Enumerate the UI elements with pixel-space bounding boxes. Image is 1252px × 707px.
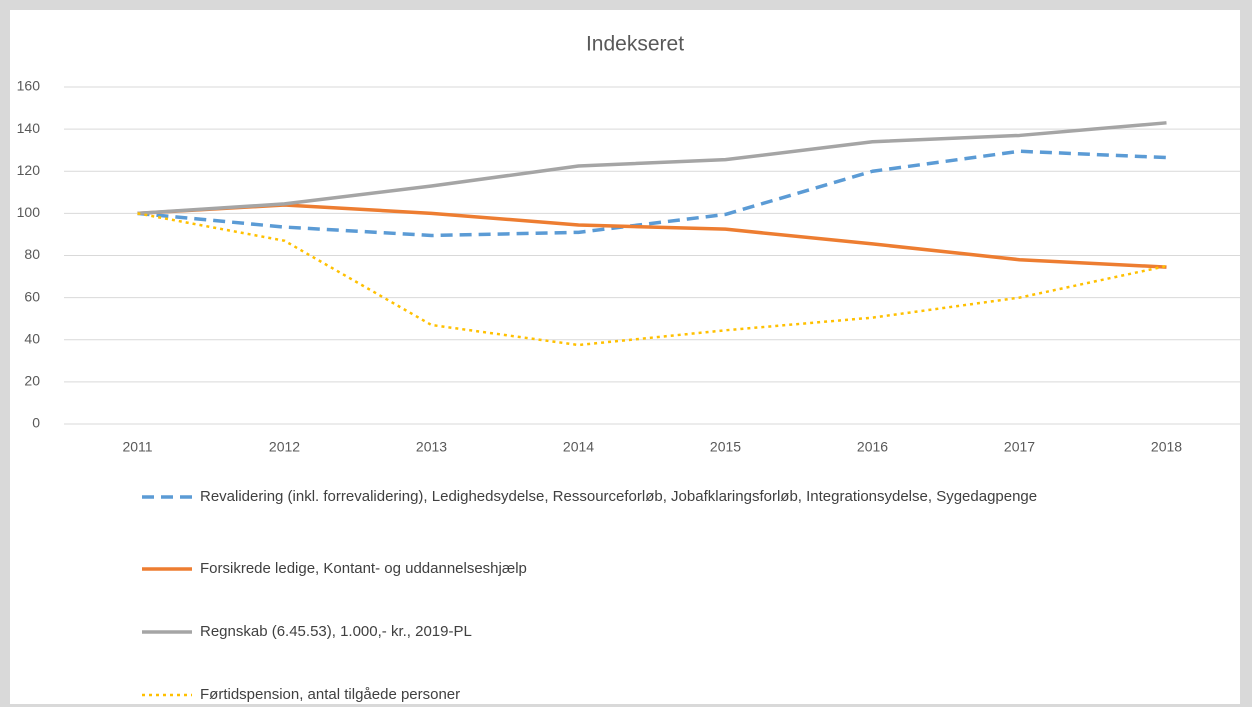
legend-label: Førtidspension, antal tilgåede personer bbox=[200, 686, 461, 703]
y-tick-label: 80 bbox=[24, 246, 40, 262]
legend-label: Revalidering (inkl. forrevalidering), Le… bbox=[200, 488, 1038, 505]
chart-area: Indekseret 0 20 40 60 80 100 120 140 160 2011 2012… bbox=[10, 10, 1240, 704]
legend-item: Førtidspension, antal tilgåede personer bbox=[140, 683, 1150, 707]
x-tick-label: 2015 bbox=[710, 439, 741, 455]
legend-swatch bbox=[142, 567, 192, 571]
legend-label: Regnskab (6.45.53), 1.000,- kr., 2019-PL bbox=[200, 623, 472, 640]
legend-item: Forsikrede ledige, Kontant- og uddannels… bbox=[140, 557, 1150, 581]
series-line bbox=[137, 212, 1167, 347]
x-tick-label: 2016 bbox=[857, 439, 888, 455]
chart: Indekseret 0 20 40 60 80 100 120 140 160 2011 2012… bbox=[17, 33, 1240, 455]
x-tick-label: 2017 bbox=[1004, 439, 1035, 455]
legend-swatch bbox=[142, 693, 192, 697]
x-tick-label: 2011 bbox=[122, 439, 152, 455]
legend-swatch bbox=[142, 495, 192, 499]
legend-item: Regnskab (6.45.53), 1.000,- kr., 2019-PL bbox=[140, 620, 1150, 644]
legend-label: Forsikrede ledige, Kontant- og uddannels… bbox=[200, 560, 527, 577]
y-tick-label: 120 bbox=[17, 162, 41, 178]
y-tick-label: 20 bbox=[24, 373, 40, 389]
y-tick-label: 140 bbox=[17, 120, 41, 136]
y-tick-label: 60 bbox=[24, 288, 40, 304]
x-tick-label: 2013 bbox=[416, 439, 447, 455]
y-tick-label: 160 bbox=[17, 78, 41, 94]
y-tick-label: 0 bbox=[32, 415, 40, 431]
x-tick-label: 2014 bbox=[563, 439, 594, 455]
series-line bbox=[137, 149, 1167, 238]
y-tick-label: 40 bbox=[24, 330, 40, 346]
x-tick-label: 2018 bbox=[1151, 439, 1182, 455]
chart-title: Indekseret bbox=[586, 33, 684, 56]
x-tick-label: 2012 bbox=[269, 439, 300, 455]
legend-item: Revalidering (inkl. forrevalidering), Le… bbox=[140, 485, 1150, 509]
series-line bbox=[137, 121, 1167, 216]
legend-swatch bbox=[142, 630, 192, 634]
series-line bbox=[137, 203, 1167, 269]
y-tick-label: 100 bbox=[17, 204, 41, 220]
